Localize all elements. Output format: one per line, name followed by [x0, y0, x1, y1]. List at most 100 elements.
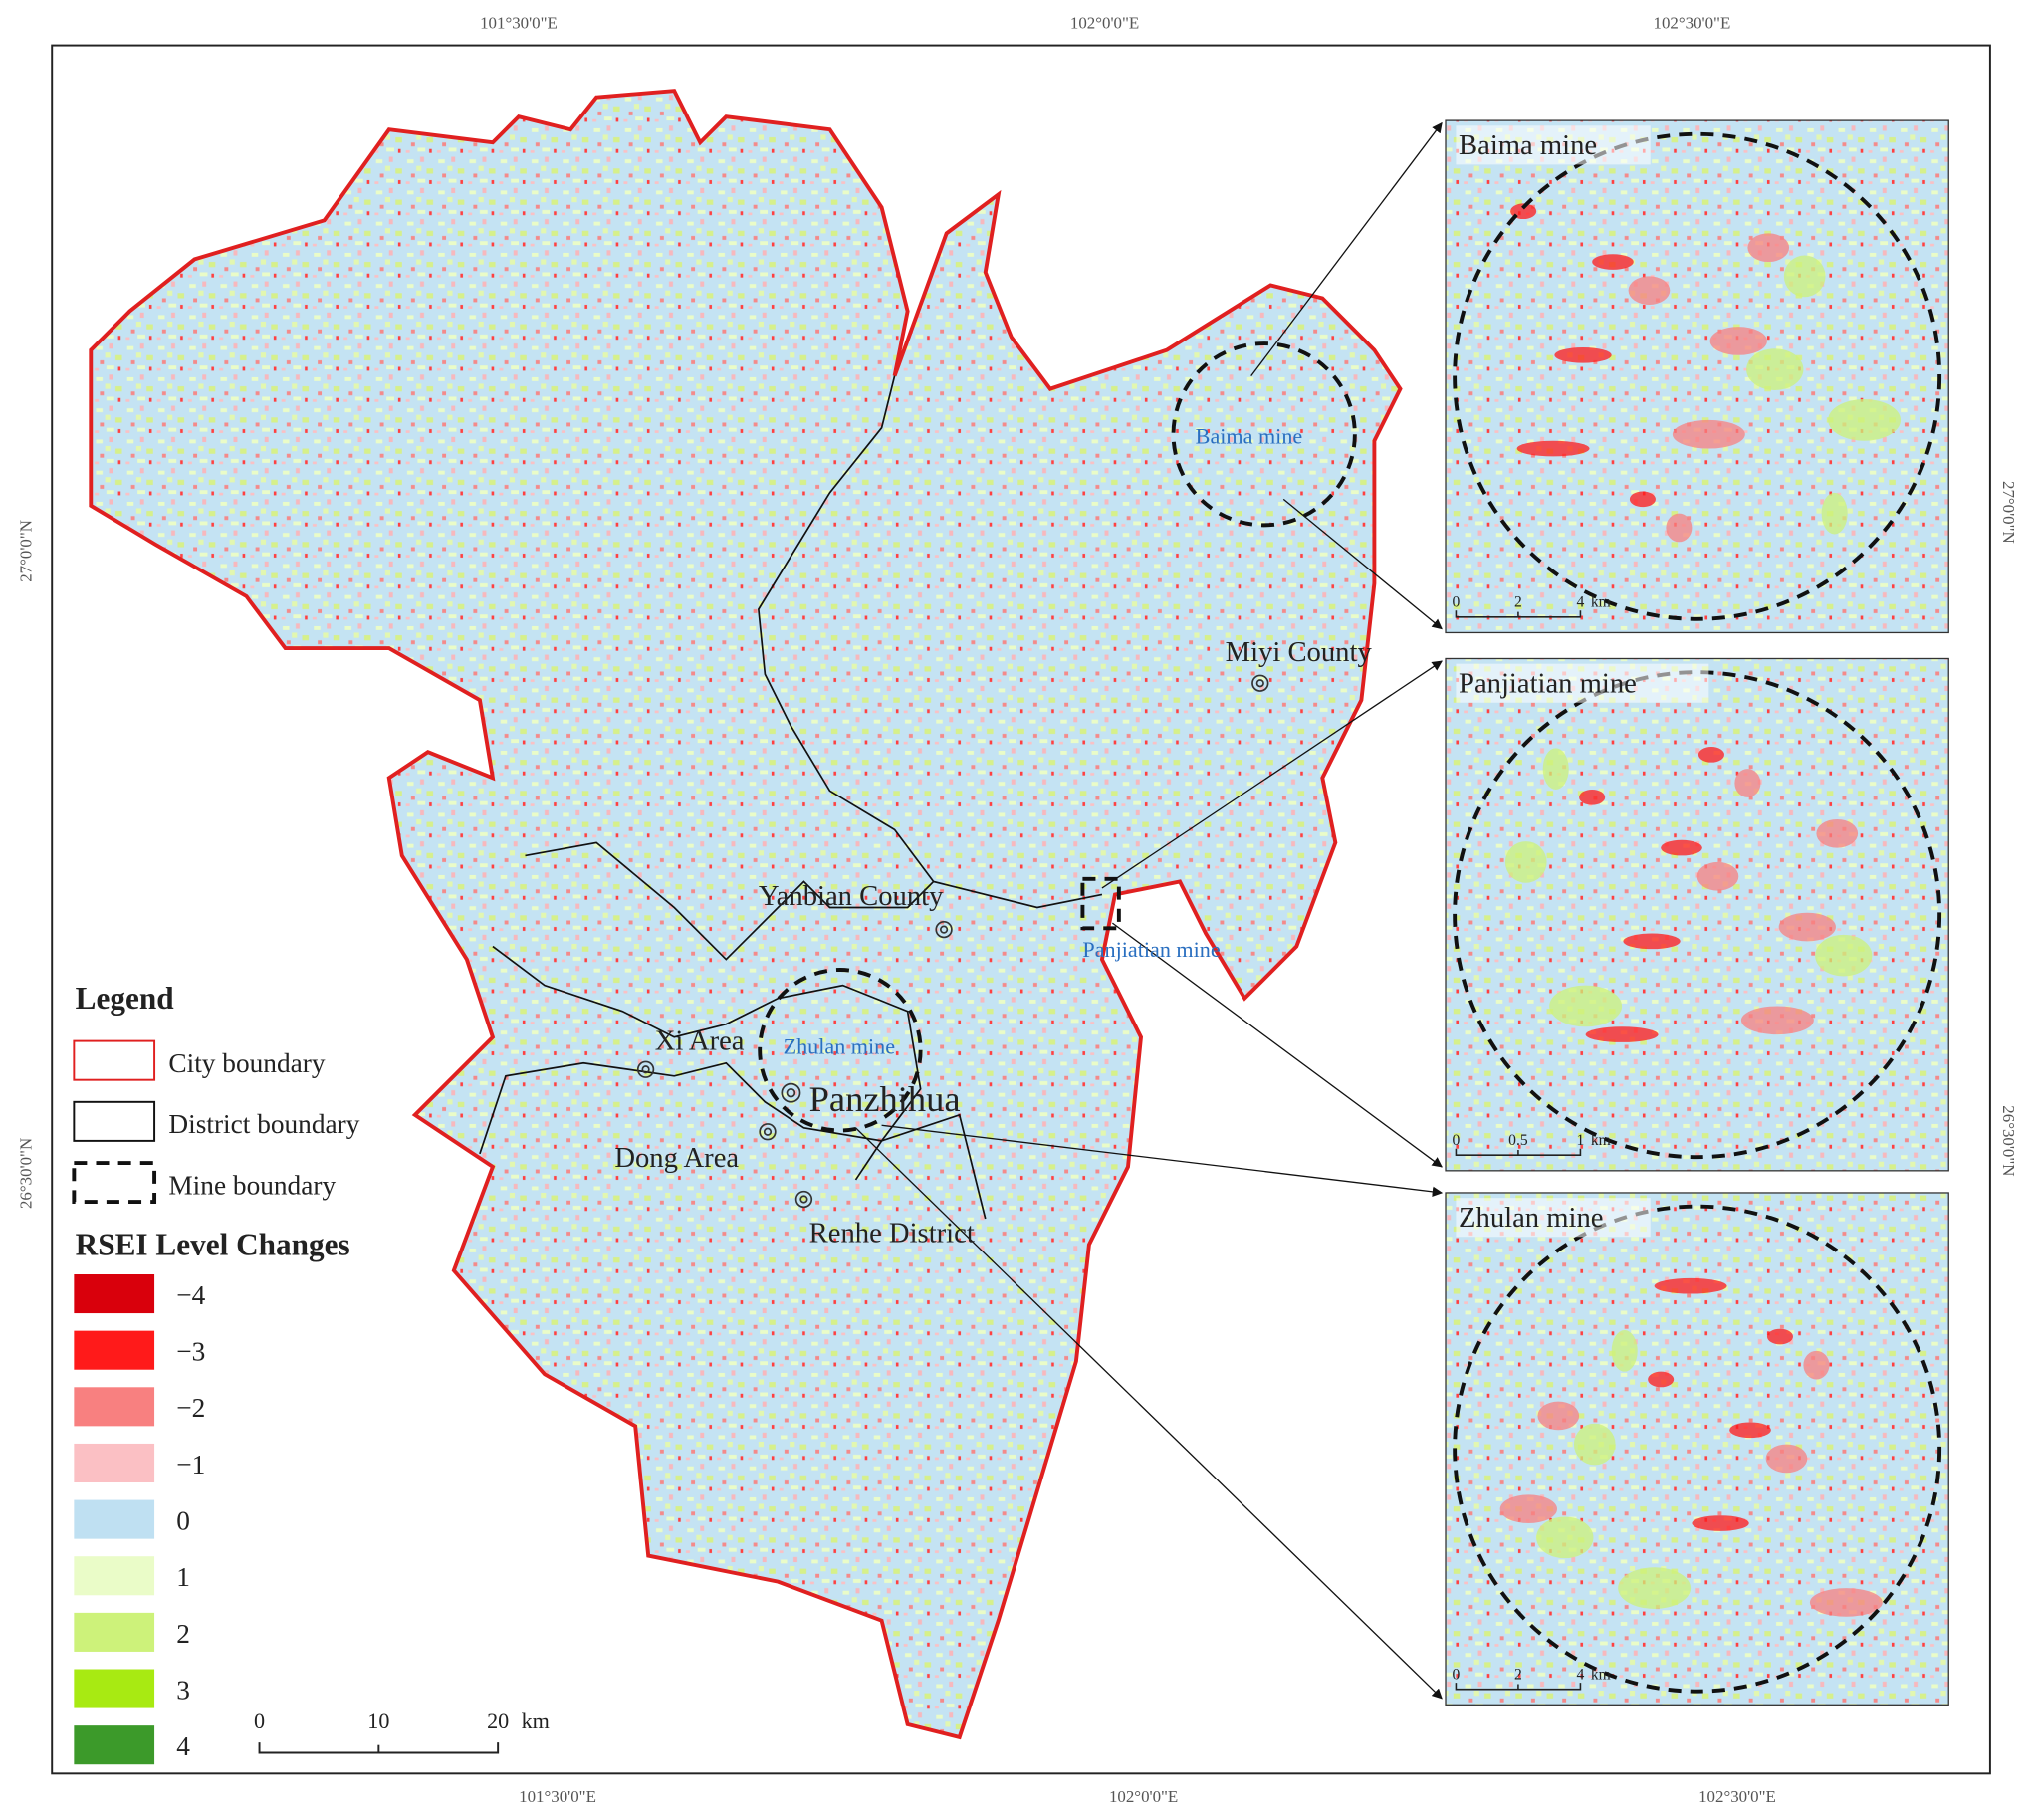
lon-label: 101°30'0"E	[480, 14, 558, 33]
scale-label: 20	[487, 1708, 509, 1733]
inset-patch	[1766, 1328, 1793, 1345]
mine-label: Zhulan mine	[784, 1034, 896, 1059]
legend-swatch	[74, 1443, 155, 1483]
inset-scale-label: 4	[1577, 1666, 1585, 1683]
place-label: Renhe District	[809, 1217, 975, 1249]
legend-label: 0	[176, 1506, 190, 1536]
scale-unit: km	[522, 1708, 550, 1733]
inset-patch	[1628, 276, 1671, 306]
inset-patch	[1778, 912, 1836, 942]
legend-label: 3	[176, 1675, 190, 1705]
inset-patch	[1747, 233, 1790, 263]
inset-mine-circle	[1453, 670, 1942, 1160]
inset-patch	[1648, 1371, 1675, 1388]
inset-patch	[1542, 748, 1569, 791]
inset-patch	[1537, 1401, 1580, 1431]
inset-title: Zhulan mine	[1459, 1202, 1603, 1234]
inset-patch	[1816, 818, 1859, 848]
inset-patch	[1516, 440, 1590, 457]
inset-background	[1445, 657, 1949, 1172]
scale-label: 0	[254, 1708, 265, 1733]
inset-patch	[1629, 491, 1656, 508]
inset-scale-unit: km	[1591, 1132, 1611, 1149]
inset-scale-label: 0	[1453, 593, 1461, 610]
legend-title: Legend	[76, 981, 175, 1016]
district-boundaries	[479, 375, 1103, 1220]
inset-patch	[1809, 1588, 1883, 1617]
inset-patch	[1734, 769, 1761, 797]
inset-patch	[1821, 492, 1848, 535]
legend-label: −1	[176, 1450, 205, 1479]
inset-background	[1445, 119, 1949, 634]
legend-swatch	[74, 1725, 155, 1765]
inset-patch	[1709, 327, 1767, 355]
inset-title: Panjiatian mine	[1459, 667, 1637, 699]
inset-patch	[1623, 933, 1681, 950]
map-frame	[51, 44, 1991, 1775]
legend-label: Mine boundary	[168, 1170, 336, 1200]
lat-label: 26°30'0"N	[16, 1138, 35, 1209]
inset-title: Baima mine	[1459, 129, 1597, 161]
place-label: Panzhihua	[809, 1079, 961, 1119]
inset-patch	[1729, 1422, 1771, 1439]
inset-scale-label: 4	[1577, 593, 1585, 610]
inset: Baima mine 0 2 4 km	[1445, 119, 1949, 634]
inset-patch	[1611, 1329, 1638, 1372]
inset-patch	[1549, 985, 1623, 1027]
city-boundary	[89, 89, 1403, 1740]
legend-label: District boundary	[168, 1109, 359, 1139]
inset-mine-circle	[1453, 131, 1942, 621]
graticule: 101°30'0"E 102°0'0"E 102°30'0"E 101°30'0…	[16, 14, 2018, 1806]
legend-swatch	[74, 1387, 155, 1427]
legend-swatch	[72, 1161, 157, 1205]
lon-label: 102°0'0"E	[1070, 14, 1139, 33]
scale-bar: 0 10 20 km	[254, 1708, 550, 1754]
lon-label: 102°30'0"E	[1654, 14, 1731, 33]
places: Miyi County Yanbian County Xi Area Panzh…	[614, 423, 1372, 1249]
legend-label: City boundary	[168, 1048, 325, 1078]
inset-scale-unit: km	[1591, 593, 1611, 610]
lon-label: 102°0'0"E	[1109, 1787, 1178, 1806]
legend-swatch	[74, 1330, 155, 1370]
legend-swatch	[74, 1669, 155, 1708]
legend-label: −3	[176, 1337, 205, 1367]
place-label: Yanbian County	[759, 880, 944, 912]
place-label: Miyi County	[1226, 636, 1373, 668]
inset-patch	[1585, 1026, 1659, 1042]
inset-background	[1445, 1192, 1949, 1706]
inset-patch	[1692, 1515, 1749, 1531]
legend-subtitle: RSEI Level Changes	[76, 1227, 350, 1261]
inset-scale-label: 2	[1514, 593, 1522, 610]
inset-patch	[1803, 1350, 1830, 1380]
legend-swatch	[73, 1039, 156, 1081]
legend-swatch	[74, 1612, 155, 1652]
legend-swatch	[74, 1274, 155, 1314]
inset-patch	[1499, 1494, 1557, 1524]
lat-label: 27°0'0"N	[1999, 481, 2018, 544]
lon-label: 102°30'0"E	[1698, 1787, 1776, 1806]
place-label: Xi Area	[655, 1025, 745, 1057]
inset-patch	[1666, 513, 1693, 543]
lat-label: 26°30'0"N	[1999, 1105, 2018, 1176]
lon-label: 101°30'0"E	[519, 1787, 596, 1806]
inset: Zhulan mine 0 2 4 km	[1445, 1192, 1949, 1706]
inset-patch	[1618, 1567, 1692, 1609]
inset-patch	[1672, 419, 1745, 449]
mine-label: Panjiatian mine	[1082, 937, 1220, 962]
inset-scale-label: 2	[1514, 1666, 1522, 1683]
inset-mine-circle	[1453, 1204, 1942, 1694]
inset-patch	[1573, 1423, 1616, 1466]
mine-circles	[758, 341, 1357, 1133]
scale-label: 10	[367, 1708, 389, 1733]
inset-scale-label: 0	[1453, 1132, 1461, 1149]
inset-arrows	[855, 121, 1444, 1700]
inset-patch	[1554, 346, 1612, 363]
inset-title-bg	[1456, 663, 1709, 703]
inset-patch	[1654, 1277, 1727, 1294]
place-label: Dong Area	[614, 1142, 739, 1174]
inset-patch	[1536, 1516, 1594, 1559]
inset-patch	[1783, 255, 1826, 298]
inset-title-bg	[1456, 125, 1651, 165]
